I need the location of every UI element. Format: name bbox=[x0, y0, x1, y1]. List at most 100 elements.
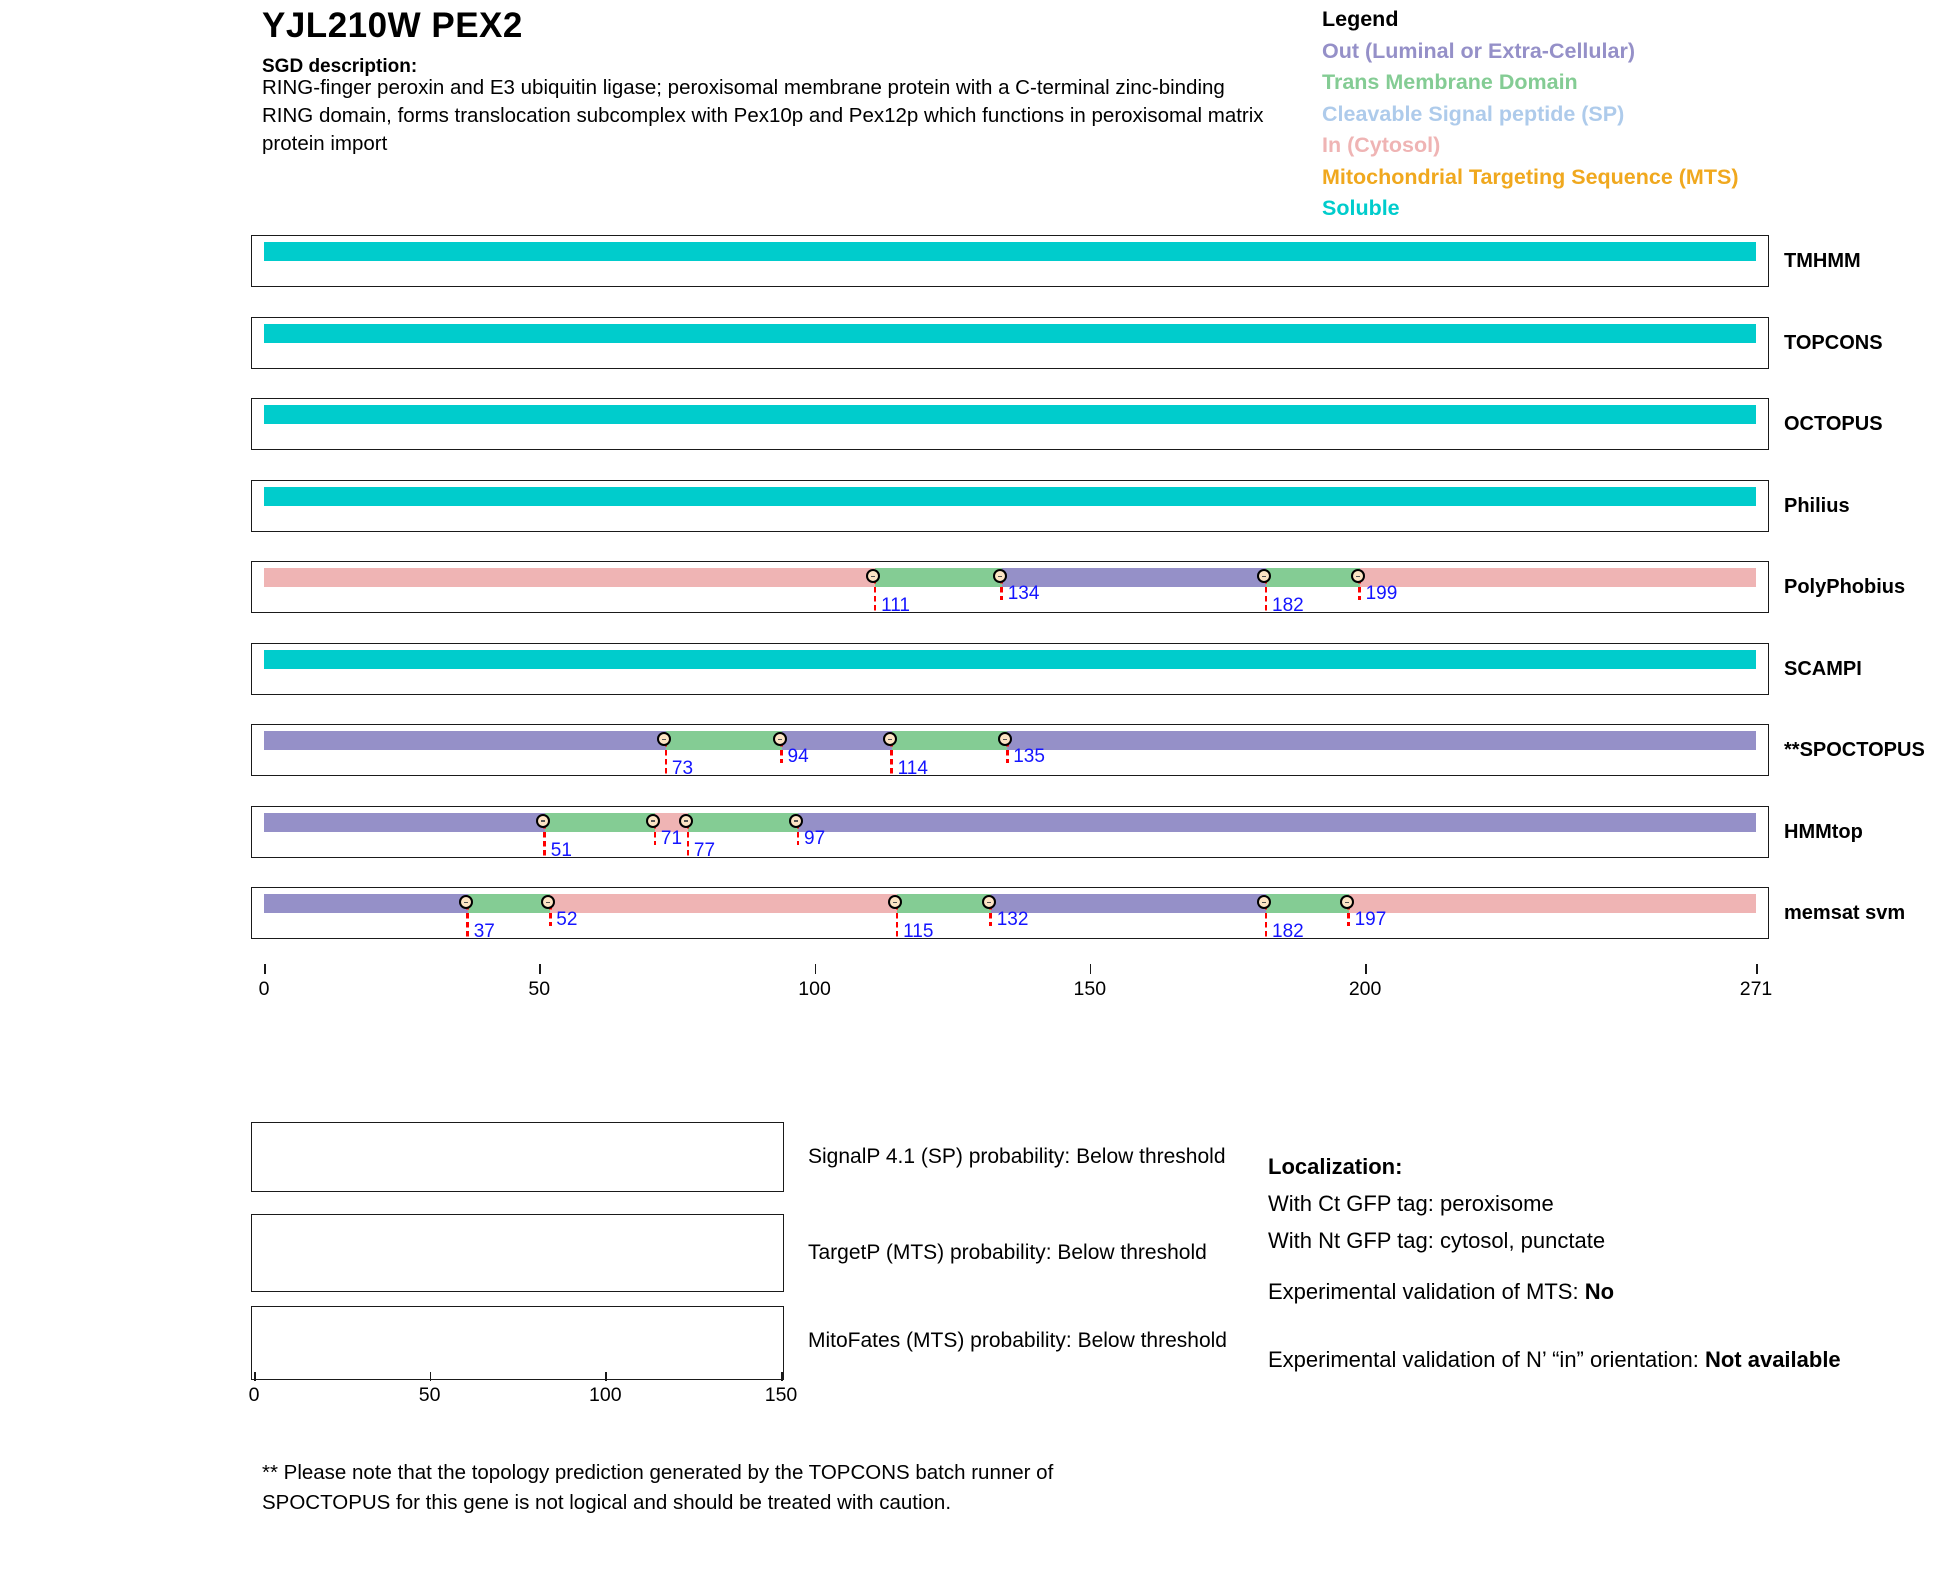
marker-dot-icon bbox=[998, 732, 1013, 746]
axis-tick bbox=[1089, 964, 1092, 974]
segment-in bbox=[264, 568, 876, 587]
segment-tm bbox=[897, 894, 991, 913]
localization-ct-tag: With Ct GFP tag: peroxisome bbox=[1268, 1191, 1554, 1216]
marker-dot-icon bbox=[992, 569, 1007, 583]
segment-in bbox=[550, 894, 898, 913]
marker-line bbox=[796, 822, 800, 845]
experimental-orientation: Experimental validation of N’ “in” orien… bbox=[1268, 1344, 1908, 1376]
marker-dot-icon bbox=[888, 895, 903, 909]
marker-position-label: 115 bbox=[903, 921, 934, 942]
experimental-orientation-label: Experimental validation of N’ “in” orien… bbox=[1268, 1347, 1705, 1372]
track-label-spoctopus: **SPOCTOPUS bbox=[1784, 739, 1925, 761]
axis-tick-label: 50 bbox=[528, 978, 551, 1000]
marker-line bbox=[1000, 578, 1004, 600]
localization-heading: Localization: bbox=[1268, 1154, 1403, 1179]
marker-position-label: 134 bbox=[1007, 583, 1040, 604]
segment-out bbox=[264, 812, 545, 832]
mito-axis-tick bbox=[605, 1372, 607, 1381]
segment-soluble bbox=[264, 323, 1756, 343]
mitofates-axis: 0 50 100 150 bbox=[249, 1372, 797, 1406]
segment-tm bbox=[544, 812, 655, 832]
marker-line bbox=[653, 822, 657, 845]
marker-line bbox=[686, 822, 690, 857]
axis-tick bbox=[1365, 964, 1367, 974]
segment-out bbox=[990, 894, 1266, 913]
mito-axis-tick-label: 100 bbox=[589, 1384, 622, 1406]
topology-bar bbox=[264, 649, 1756, 669]
topology-bar bbox=[264, 323, 1756, 343]
mito-axis-tick-label: 150 bbox=[764, 1384, 798, 1406]
segment-tm bbox=[1266, 568, 1360, 587]
topology-bar bbox=[264, 731, 1756, 750]
marker-line bbox=[1347, 904, 1350, 926]
marker-position-label: 71 bbox=[660, 827, 683, 849]
track-label-philius: Philius bbox=[1784, 494, 1850, 517]
legend-item-out: Out (Luminal or Extra-Cellular) bbox=[1322, 38, 1635, 63]
probability-plot-box-2 bbox=[251, 1306, 784, 1380]
marker-position-label: 77 bbox=[693, 839, 716, 861]
topology-bar bbox=[264, 568, 1756, 587]
legend-item-mts: Mitochondrial Targeting Sequence (MTS) bbox=[1322, 164, 1739, 189]
marker-line bbox=[548, 904, 552, 926]
topology-bar bbox=[264, 242, 1756, 261]
track-label-tmhmm: TMHMM bbox=[1784, 250, 1861, 272]
marker-position-label: 37 bbox=[473, 921, 495, 942]
topology-bar bbox=[264, 812, 1756, 832]
experimental-mts-value: No bbox=[1584, 1279, 1615, 1304]
segment-out bbox=[1007, 731, 1756, 750]
probability-label-1: TargetP (MTS) probability: Below thresho… bbox=[808, 1241, 1207, 1264]
legend-item-soluble: Soluble bbox=[1322, 196, 1400, 220]
axis-tick-label: 0 bbox=[258, 978, 270, 1000]
legend: Legend Out (Luminal or Extra-Cellular) T… bbox=[1322, 4, 1738, 225]
marker-dot-icon bbox=[789, 813, 804, 828]
page-title: YJL210W PEX2 bbox=[262, 6, 523, 45]
marker-dot-icon bbox=[866, 569, 881, 583]
marker-position-label: 182 bbox=[1272, 595, 1304, 616]
legend-item-sp: Cleavable Signal peptide (SP) bbox=[1322, 101, 1625, 126]
axis-tick-label: 200 bbox=[1348, 978, 1382, 1000]
localization-block: Localization: With Ct GFP tag: peroxisom… bbox=[1268, 1148, 1605, 1259]
probability-label-2: MitoFates (MTS) probability: Below thres… bbox=[808, 1329, 1227, 1352]
marker-line bbox=[895, 904, 899, 938]
mito-axis-tick-label: 0 bbox=[248, 1384, 260, 1406]
localization-nt-tag: With Nt GFP tag: cytosol, punctate bbox=[1268, 1228, 1606, 1253]
marker-position-label: 135 bbox=[1013, 746, 1045, 767]
track-label-topcons: TOPCONS bbox=[1784, 331, 1883, 354]
axis-tick bbox=[539, 964, 541, 974]
marker-dot-icon bbox=[1257, 895, 1271, 909]
marker-dot-icon bbox=[882, 732, 897, 746]
segment-out bbox=[781, 731, 892, 750]
axis-tick bbox=[814, 964, 817, 974]
mito-axis-tick bbox=[429, 1372, 432, 1381]
footnote: ** Please note that the topology predict… bbox=[262, 1461, 1054, 1514]
probability-plot-box-0 bbox=[251, 1122, 784, 1192]
segment-tm bbox=[875, 568, 1002, 587]
marker-dot-icon bbox=[772, 732, 787, 746]
marker-position-label: 52 bbox=[556, 909, 578, 930]
marker-dot-icon bbox=[1350, 569, 1365, 583]
marker-position-label: 114 bbox=[897, 758, 928, 779]
marker-dot-icon bbox=[656, 732, 671, 746]
segment-out bbox=[264, 894, 468, 913]
marker-position-label: 182 bbox=[1272, 921, 1304, 942]
legend-title: Legend bbox=[1322, 7, 1399, 31]
marker-position-label: 51 bbox=[550, 839, 572, 861]
marker-line bbox=[1005, 741, 1009, 763]
experimental-mts-label: Experimental validation of MTS: bbox=[1268, 1279, 1585, 1304]
axis-tick-label: 100 bbox=[798, 978, 831, 1000]
segment-soluble bbox=[264, 486, 1756, 506]
sgd-description-label: SGD description: bbox=[262, 56, 418, 77]
legend-item-in: In (Cytosol) bbox=[1322, 133, 1441, 157]
mito-axis-tick bbox=[781, 1372, 783, 1381]
marker-line bbox=[1264, 904, 1268, 938]
probability-label-0: SignalP 4.1 (SP) probability: Below thre… bbox=[808, 1145, 1226, 1168]
marker-position-label: 73 bbox=[671, 758, 694, 779]
marker-position-label: 197 bbox=[1354, 909, 1387, 930]
axis-tick bbox=[264, 964, 266, 974]
mito-axis-tick bbox=[254, 1372, 256, 1381]
topology-bar bbox=[264, 486, 1756, 506]
marker-dot-icon bbox=[1339, 895, 1354, 909]
segment-soluble bbox=[264, 405, 1756, 424]
segment-in bbox=[1348, 894, 1756, 913]
marker-line bbox=[543, 822, 547, 857]
